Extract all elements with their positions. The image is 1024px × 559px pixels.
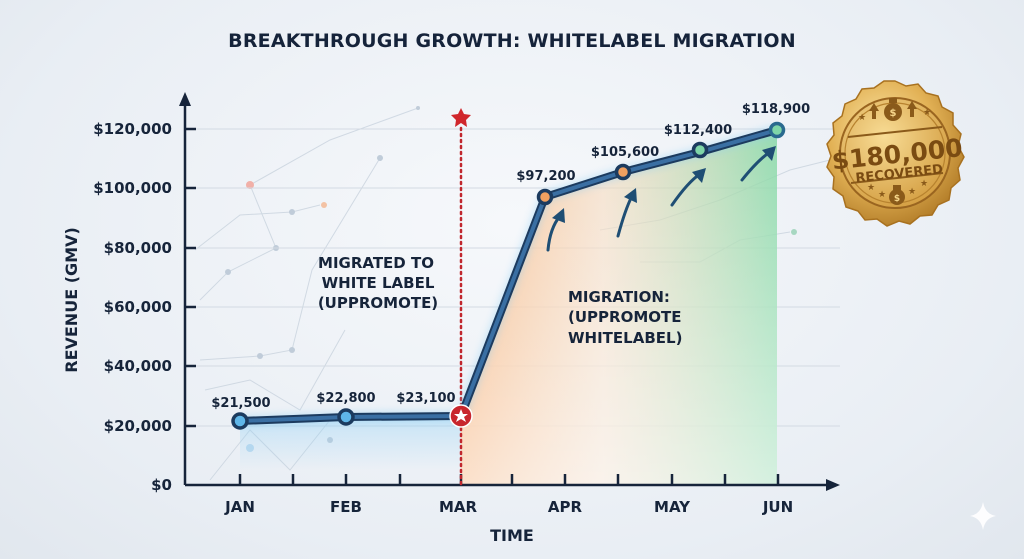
star-decoration-icons: ★ ★ ★★ ★★ [858,108,931,200]
svg-text:★: ★ [878,190,886,200]
svg-text:★: ★ [923,108,931,118]
ytick-80000: $80,000 [104,239,172,257]
label-jan: $21,500 [211,396,270,411]
up-arrow-icon [869,101,917,119]
x-axis-label: TIME [490,526,534,545]
chart-title: BREAKTHROUGH GROWTH: WHITELABEL MIGRATIO… [228,30,796,52]
xtick-mar: MAR [439,498,478,516]
label-mar: $23,100 [396,391,455,406]
x-tick-labels: JAN FEB MAR APR MAY JUN [224,498,793,516]
annotation-migrated: MIGRATED TO WHITE LABEL (UPPROMOTE) [318,254,438,312]
point-jun[interactable] [768,121,786,139]
recovered-badge: $180,000 RECOVERED $ $ ★ ★ ★★ ★★ [826,80,965,227]
xtick-feb: FEB [330,498,362,516]
ytick-0: $0 [151,476,172,494]
y-axis-label: REVENUE (GMV) [62,227,81,373]
money-bag-icon [884,98,905,205]
ytick-60000: $60,000 [104,298,172,316]
svg-text:MIGRATION:: MIGRATION: [568,288,670,306]
sparkle-icon [970,502,996,530]
point-feb[interactable] [337,408,355,426]
point-labels: $21,500 $22,800 $23,100 $97,200 $105,600… [211,102,810,411]
xtick-jan: JAN [224,498,255,516]
annotation-migration: MIGRATION: (UPPROMOTE WHITELABEL) [568,288,682,347]
data-points [231,121,786,430]
point-jan[interactable] [231,412,249,430]
baseline-glow [240,416,461,470]
label-apr: $97,200 [516,169,575,184]
svg-text:WHITE LABEL: WHITE LABEL [322,274,435,292]
ytick-120000: $120,000 [93,120,172,138]
point-may[interactable] [614,163,632,181]
ytick-20000: $20,000 [104,417,172,435]
svg-text:$: $ [890,108,897,119]
ytick-40000: $40,000 [104,357,172,375]
label-may-jun: $112,400 [664,123,732,138]
growth-arrow-icons [546,146,776,252]
label-jun: $118,900 [742,102,810,117]
svg-text:(UPPROMOTE: (UPPROMOTE [568,308,681,326]
svg-text:★: ★ [867,183,875,193]
xtick-apr: APR [548,498,583,516]
event-star-icon [451,108,471,127]
point-apr[interactable] [536,188,554,206]
y-tick-labels: $120,000 $100,000 $80,000 $60,000 $40,00… [93,120,172,494]
ytick-100000: $100,000 [93,179,172,197]
point-may-jun[interactable] [691,141,709,159]
label-may: $105,600 [591,145,659,160]
svg-text:(UPPROMOTE): (UPPROMOTE) [318,294,438,312]
xtick-jun: JUN [762,498,793,516]
x-axis [185,474,840,491]
svg-text:★: ★ [858,113,866,123]
svg-text:$: $ [894,194,900,204]
svg-text:★: ★ [920,179,928,189]
y-axis [179,92,196,485]
svg-text:★: ★ [908,187,916,197]
mar-star-icon [454,409,468,422]
svg-text:MIGRATED TO: MIGRATED TO [318,254,434,272]
label-feb: $22,800 [316,391,375,406]
xtick-may: MAY [654,498,691,516]
svg-text:WHITELABEL): WHITELABEL) [568,329,682,347]
